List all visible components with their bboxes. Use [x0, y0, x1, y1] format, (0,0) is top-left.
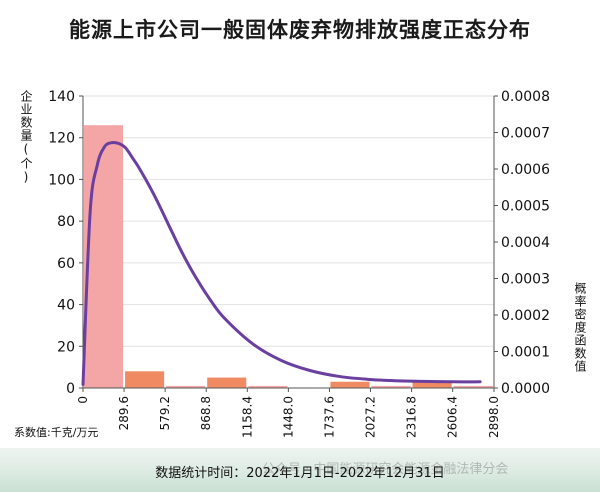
x-tick-label: 1448.0	[281, 396, 295, 438]
y-left-tick-label: 20	[57, 339, 75, 355]
y-axis-right-label: 概率密度函数值	[573, 282, 587, 373]
x-tick-label: 579.2	[158, 396, 172, 430]
density-curve	[81, 140, 482, 386]
y-right-tick-label: 0.0007	[501, 126, 550, 142]
y-right-tick-label: 0.0002	[501, 308, 550, 324]
data-period-note: 数据统计时间：2022年1月1日-2022年12月31日	[155, 466, 445, 481]
y-right-tick-label: 0.0001	[501, 345, 550, 361]
bar-6	[371, 385, 411, 388]
bar-8	[453, 385, 493, 388]
bar-7	[412, 381, 452, 388]
bar-0	[84, 125, 124, 388]
watermark-text: 公众号 · 中国能源研究会能源金融法律分会	[262, 462, 509, 477]
y-left-tick-label: 60	[57, 256, 75, 272]
y-left-tick-label: 140	[48, 89, 75, 105]
unit-note: 系数值:千克/万元	[14, 426, 99, 439]
chart-title: 能源上市公司一般固体废弃物排放强度正态分布	[69, 18, 531, 42]
x-tick-label: 2316.8	[405, 396, 419, 438]
bar-1	[125, 371, 165, 388]
y-left-tick-label: 40	[57, 298, 75, 314]
y-right-tick-label: 0.0003	[501, 272, 550, 288]
x-tick-label: 289.6	[117, 396, 131, 430]
y-axis-left-label: 企业数量(个)	[19, 90, 33, 185]
footer-band	[0, 448, 600, 492]
bar-5	[330, 381, 370, 388]
x-tick-label: 1158.4	[240, 396, 254, 438]
bar-3	[207, 377, 247, 388]
y-right-tick-label: 0.0005	[501, 199, 550, 215]
x-tick-label: 2898.0	[487, 396, 501, 438]
y-left-tick-label: 0	[66, 381, 75, 397]
bar-4	[248, 385, 288, 388]
bar-2	[166, 385, 206, 388]
y-left-tick-label: 80	[57, 214, 75, 230]
y-left-tick-label: 100	[48, 172, 75, 188]
y-right-tick-label: 0.0000	[501, 381, 550, 397]
y-right-tick-label: 0.0008	[501, 89, 550, 105]
y-right-tick-label: 0.0006	[501, 162, 550, 178]
x-tick-label: 0	[76, 396, 90, 404]
x-tick-label: 2027.2	[364, 396, 378, 438]
y-right-tick-label: 0.0004	[501, 235, 550, 251]
x-tick-label: 1737.6	[322, 396, 336, 438]
y-left-tick-label: 120	[48, 131, 75, 147]
x-tick-label: 868.8	[199, 396, 213, 430]
x-tick-label: 2606.4	[446, 396, 460, 438]
